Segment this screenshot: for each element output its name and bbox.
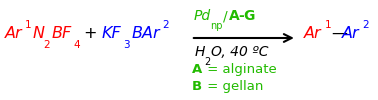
Text: +: +: [84, 26, 97, 41]
Text: 3: 3: [124, 40, 130, 50]
Text: O, 40 ºC: O, 40 ºC: [211, 45, 269, 59]
Text: np: np: [210, 21, 223, 31]
Text: -: -: [239, 9, 244, 23]
Text: A: A: [192, 63, 202, 76]
Text: B: B: [192, 80, 202, 93]
Text: 2: 2: [44, 40, 50, 50]
Text: Ar: Ar: [304, 26, 322, 41]
Text: Ar: Ar: [5, 26, 22, 41]
Text: 4: 4: [73, 40, 80, 50]
Text: Pd: Pd: [194, 9, 211, 23]
Text: = gellan: = gellan: [203, 80, 264, 93]
Text: G: G: [243, 9, 255, 23]
Text: 1: 1: [25, 20, 32, 30]
Text: 1: 1: [325, 20, 332, 30]
Text: N: N: [33, 26, 45, 41]
Text: —: —: [331, 26, 347, 41]
Text: A: A: [229, 9, 240, 23]
Text: 2: 2: [163, 20, 169, 30]
Text: Ar: Ar: [342, 26, 360, 41]
Text: KF: KF: [102, 26, 121, 41]
Text: 2: 2: [204, 57, 210, 67]
Text: /: /: [223, 9, 228, 23]
Text: BAr: BAr: [131, 26, 160, 41]
Text: BF: BF: [51, 26, 71, 41]
Text: = alginate: = alginate: [203, 63, 277, 76]
Text: 2: 2: [363, 20, 369, 30]
Text: H: H: [194, 45, 204, 59]
